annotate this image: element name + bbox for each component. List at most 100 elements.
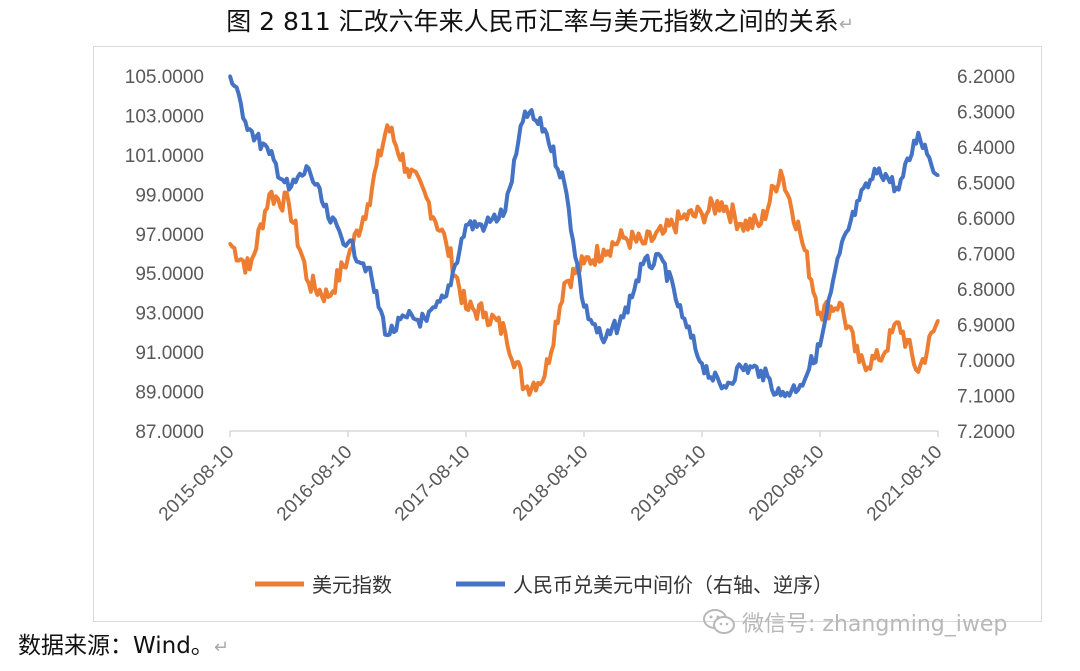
usd-index-point: [936, 319, 940, 323]
paragraph-mark-icon: ↵: [213, 637, 229, 658]
x-axis: 2015-08-10 2016-08-10 2017-08-10 2018-08-10…: [155, 430, 947, 526]
chart-frame: [93, 46, 1042, 622]
legend-label-usd-index: 美元指数: [312, 573, 392, 597]
usd-index-point: [287, 202, 291, 206]
cny-rate-point: [366, 266, 370, 270]
usd-index-point: [503, 330, 507, 334]
usd-index-point: [897, 320, 901, 325]
right-axis-tick-label: 6.3000: [957, 103, 1015, 124]
left-axis-tick-label: 89.0000: [135, 383, 204, 404]
usd-index-point: [543, 374, 547, 378]
x-axis-tick-label: 2018-08-10: [509, 442, 593, 526]
right-axis-tick-label: 7.0000: [957, 351, 1015, 372]
cny-rate-line: [228, 75, 940, 399]
cny-rate-point: [739, 365, 743, 369]
left-axis-tick-label: 99.0000: [135, 185, 204, 206]
usd-index-point: [562, 281, 566, 285]
right-axis-tick-label: 6.7000: [957, 245, 1015, 266]
cny-rate-point: [621, 315, 625, 319]
legend: 美元指数 人民币兑美元中间价（右轴、逆序）: [255, 573, 833, 597]
usd-index-point: [798, 232, 802, 236]
left-axis: 105.0000 103.0000 101.0000 99.0000 97.0000 95…: [125, 67, 204, 443]
cny-rate-point: [307, 166, 311, 170]
usd-index-point: [582, 261, 586, 265]
usd-index-point: [739, 222, 743, 226]
usd-index-point: [818, 311, 822, 315]
chart-title-text: 图 2 811 汇改六年来人民币汇率与美元指数之间的关系: [226, 7, 839, 36]
x-axis-tick-label: 2021-08-10: [863, 442, 947, 526]
usd-index-point: [857, 360, 861, 364]
left-axis-tick-label: 91.0000: [135, 343, 204, 364]
usd-index-point: [346, 255, 350, 259]
right-axis-tick-label: 6.4000: [957, 138, 1015, 159]
cny-rate-point: [818, 344, 822, 348]
right-axis-tick-label: 6.9000: [957, 316, 1015, 337]
usd-index-point: [228, 242, 232, 246]
usd-index-point: [680, 216, 684, 220]
usd-index-line: [228, 123, 940, 397]
left-axis-tick-label: 87.0000: [135, 422, 204, 443]
chart-title: 图 2 811 汇改六年来人民币汇率与美元指数之间的关系↵: [0, 4, 1080, 43]
usd-index-point: [641, 242, 645, 246]
cny-rate-point: [385, 333, 389, 337]
cny-rate-point: [405, 315, 409, 319]
usd-index-point: [916, 370, 920, 374]
usd-index-point: [405, 167, 409, 171]
usd-index-point: [779, 169, 783, 173]
cny-rate-point: [720, 386, 724, 390]
cny-rate-point: [897, 188, 901, 192]
usd-index-point: [759, 222, 763, 226]
cny-rate-point: [287, 188, 291, 192]
usd-index-point: [621, 236, 625, 240]
cny-rate-point: [916, 131, 920, 135]
cny-rate-point: [523, 109, 527, 114]
usd-index-point: [464, 307, 468, 311]
right-axis-tick-label: 7.2000: [957, 422, 1015, 443]
cny-rate-point: [798, 383, 802, 387]
left-axis-tick-label: 103.0000: [125, 106, 204, 127]
data-source-note: 数据来源：Wind。↵: [18, 626, 229, 660]
cny-rate-point: [444, 294, 448, 298]
right-axis-tick-label: 6.2000: [957, 67, 1015, 88]
usd-index-point: [366, 202, 370, 206]
cny-rate-point: [700, 361, 704, 366]
usd-index-point: [523, 386, 527, 390]
cny-rate-point: [228, 74, 232, 78]
usd-index-point: [326, 295, 330, 299]
usd-index-point: [838, 301, 842, 305]
x-axis-tick-label: 2017-08-10: [391, 442, 475, 526]
cny-rate-point: [759, 369, 763, 373]
usd-index-point: [700, 212, 704, 216]
cny-rate-point: [562, 180, 566, 185]
usd-index-point: [444, 242, 448, 246]
right-axis: 6.2000 6.3000 6.4000 6.5000 6.6000 6.7000 6.80…: [957, 67, 1015, 443]
cny-rate-point: [857, 198, 861, 202]
legend-label-cny: 人民币兑美元中间价（右轴、逆序）: [513, 573, 833, 597]
usd-index-point: [248, 267, 252, 271]
cny-rate-point: [267, 152, 271, 156]
cny-rate-point: [680, 315, 684, 319]
x-axis-tick-label: 2015-08-10: [155, 442, 239, 526]
watermark-text: 微信号: zhangming_iwep: [742, 612, 1008, 637]
cny-rate-point: [602, 340, 606, 344]
cny-rate-point: [484, 223, 488, 227]
cny-rate-point: [582, 305, 586, 309]
cny-rate-point: [464, 223, 468, 227]
right-axis-tick-label: 6.8000: [957, 280, 1015, 301]
cny-rate-point: [838, 251, 842, 256]
cny-rate-point: [543, 127, 547, 131]
cny-rate-point: [503, 209, 507, 213]
cny-rate-point: [779, 393, 783, 398]
x-axis-tick-label: 2016-08-10: [273, 442, 357, 526]
left-axis-tick-label: 105.0000: [125, 67, 204, 88]
cny-rate-point: [346, 241, 350, 245]
usd-index-point: [484, 311, 488, 315]
left-axis-tick-label: 97.0000: [135, 225, 204, 246]
usd-index-point: [602, 248, 606, 252]
right-axis-tick-label: 7.1000: [957, 387, 1015, 408]
data-source-text: 数据来源：Wind。: [18, 633, 214, 659]
left-axis-tick-label: 93.0000: [135, 304, 204, 325]
usd-index-point: [307, 281, 311, 285]
paragraph-mark-icon: ↵: [838, 14, 854, 35]
